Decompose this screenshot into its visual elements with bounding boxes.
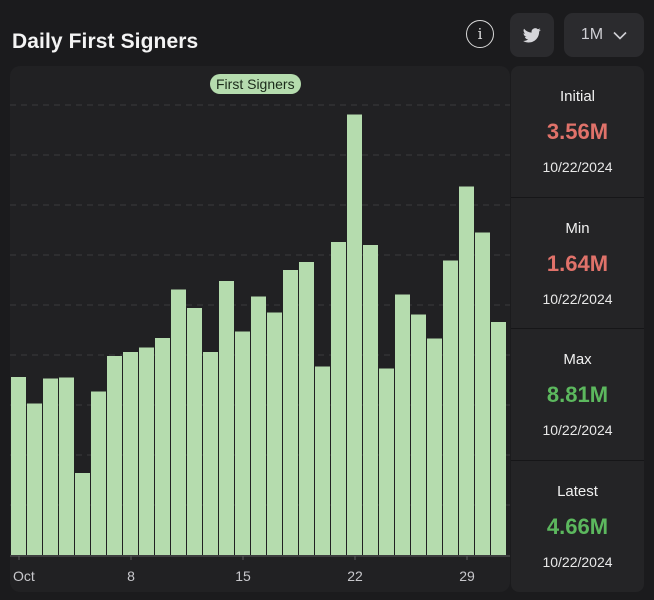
x-tick-label: Oct	[13, 568, 35, 584]
bar-21[interactable]	[331, 242, 346, 555]
bar-5[interactable]	[75, 473, 90, 555]
stat-date: 10/22/2024	[542, 159, 613, 175]
bar-12[interactable]	[187, 308, 202, 555]
info-icon: i	[477, 25, 483, 43]
bar-11[interactable]	[171, 289, 186, 556]
chevron-down-icon	[613, 31, 627, 40]
stat-date: 10/22/2024	[542, 422, 613, 438]
chart-panel: Oct 8 15 22 29	[10, 66, 510, 592]
info-button[interactable]: i	[466, 20, 494, 48]
stat-label: Initial	[559, 88, 596, 105]
x-tick-label: 22	[347, 568, 363, 584]
bar-26[interactable]	[411, 314, 426, 556]
stat-date: 10/22/2024	[542, 291, 613, 307]
bar-29[interactable]	[459, 186, 474, 556]
stat-label: Latest	[557, 483, 598, 500]
stat-value: 1.64M	[546, 251, 609, 276]
twitter-icon	[523, 27, 541, 43]
bar-6[interactable]	[91, 391, 106, 556]
bar-19[interactable]	[299, 262, 314, 555]
bar-14[interactable]	[219, 281, 234, 555]
bar-24[interactable]	[379, 368, 394, 556]
stat-date: 10/22/2024	[542, 554, 613, 570]
page-title: Daily First Signers	[12, 30, 199, 53]
bar-30[interactable]	[475, 232, 490, 556]
time-range-value: 1M	[580, 26, 604, 43]
twitter-share-button[interactable]	[510, 13, 554, 57]
bar-1[interactable]	[11, 377, 26, 555]
bar-4[interactable]	[59, 377, 74, 556]
bar-23[interactable]	[363, 245, 378, 555]
stat-value: 4.66M	[546, 514, 609, 539]
bar-7[interactable]	[107, 356, 122, 555]
bar-28[interactable]	[443, 260, 458, 556]
bar-18[interactable]	[283, 270, 298, 555]
stat-min: Min 1.64M 10/22/2024	[511, 197, 644, 328]
bar-20[interactable]	[315, 366, 330, 556]
stats-panel: Initial 3.56M 10/22/2024 Min 1.64M 10/22…	[511, 66, 644, 592]
bar-15[interactable]	[235, 331, 250, 556]
stat-label: Min	[565, 220, 590, 237]
stat-latest: Latest 4.66M 10/22/2024	[511, 460, 644, 591]
x-tick-label: 29	[459, 568, 475, 584]
x-tick-label: 15	[235, 568, 251, 584]
legend-first-signers[interactable]: First Signers	[210, 74, 301, 94]
stat-max: Max 8.81M 10/22/2024	[511, 328, 644, 459]
bar-31[interactable]	[491, 322, 506, 555]
bar-3[interactable]	[43, 378, 58, 556]
bar-22[interactable]	[347, 114, 362, 556]
x-tick-label: 8	[127, 568, 135, 584]
stat-value: 3.56M	[546, 119, 609, 144]
bar-17[interactable]	[267, 312, 282, 556]
bar-chart: Oct 8 15 22 29	[10, 104, 510, 584]
bar-9[interactable]	[139, 347, 154, 556]
bar-2[interactable]	[27, 403, 42, 556]
stat-initial: Initial 3.56M 10/22/2024	[511, 66, 644, 197]
stat-label: Max	[563, 351, 592, 368]
time-range-select[interactable]: 1M	[564, 13, 644, 57]
bar-25[interactable]	[395, 294, 410, 556]
bar-13[interactable]	[203, 352, 218, 555]
stat-value: 8.81M	[546, 382, 609, 407]
bar-16[interactable]	[251, 296, 266, 556]
bar-8[interactable]	[123, 352, 138, 555]
bar-27[interactable]	[427, 338, 442, 556]
bar-10[interactable]	[155, 338, 170, 555]
